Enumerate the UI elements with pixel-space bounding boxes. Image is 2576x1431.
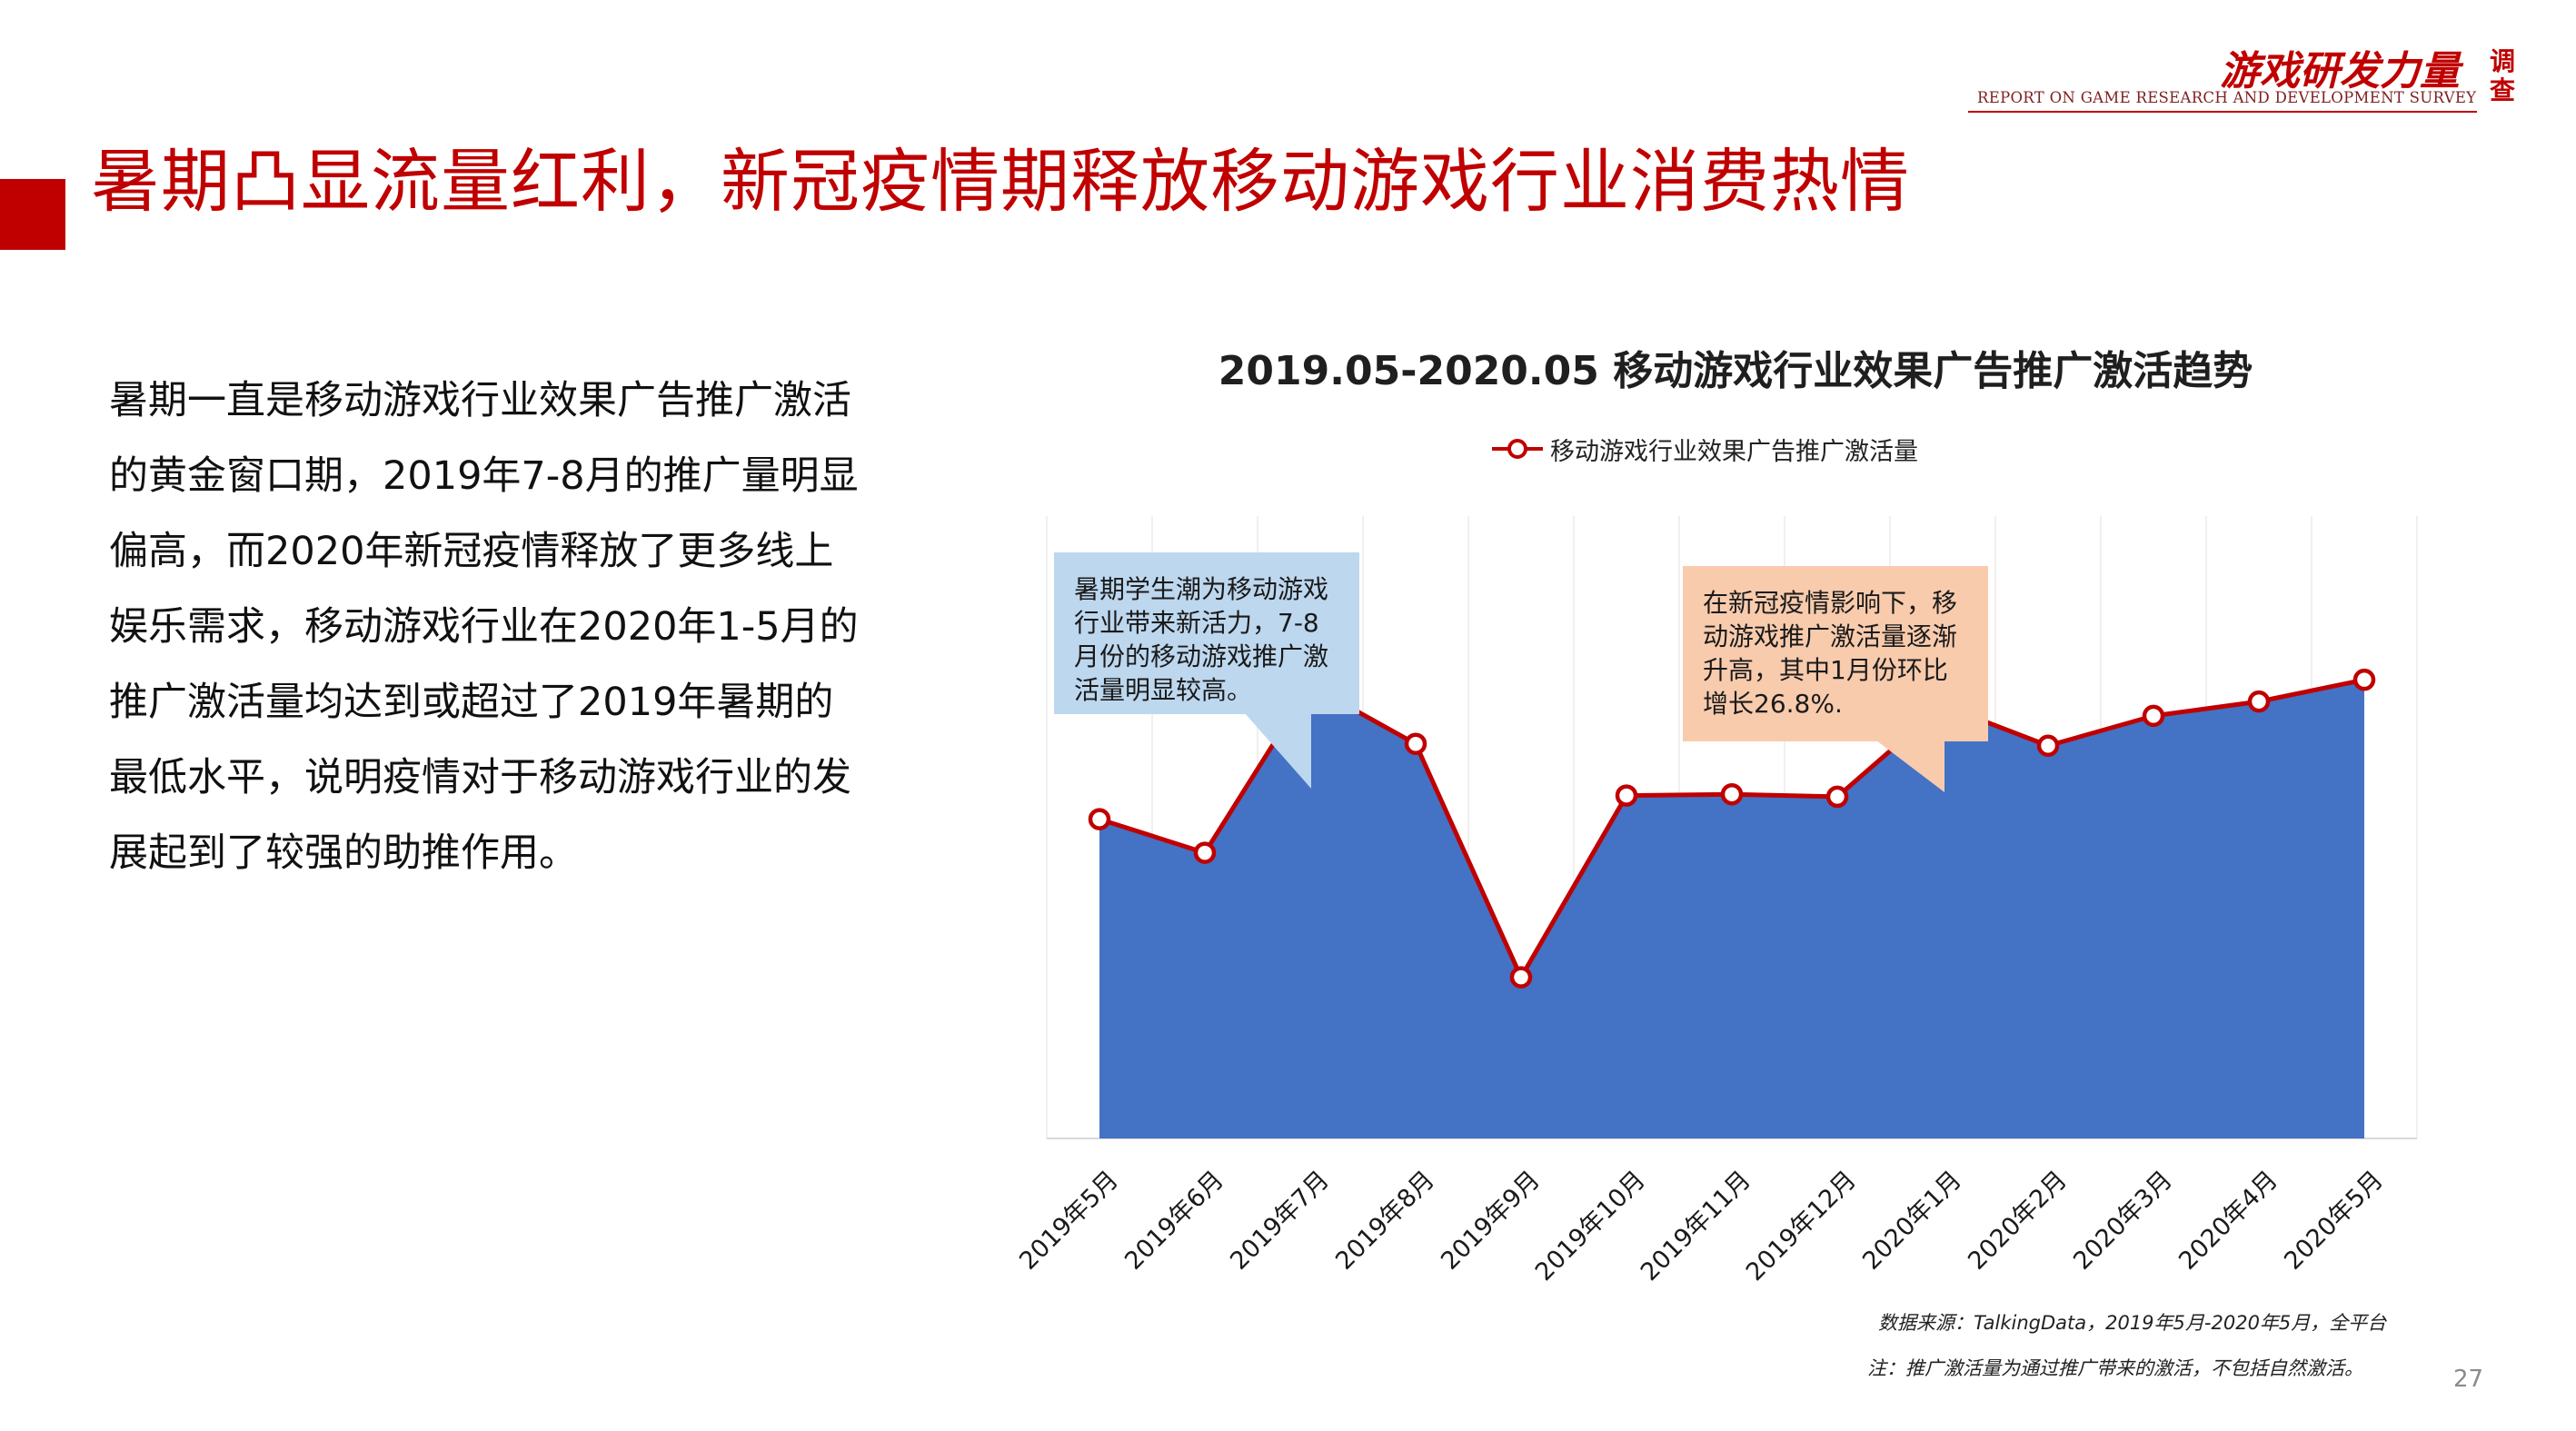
- x-tick-label: 2019年8月: [1330, 1166, 1440, 1276]
- logo-english-title: REPORT ON GAME RESEARCH AND DEVELOPMENT …: [1977, 89, 2477, 106]
- logo-underline: [1968, 111, 2477, 113]
- body-paragraph: 暑期一直是移动游戏行业效果广告推广激活的黄金窗口期，2019年7-8月的推广量明…: [109, 378, 859, 876]
- x-tick-label: 2019年5月: [1014, 1166, 1124, 1276]
- x-tick-label: 2019年7月: [1225, 1166, 1335, 1276]
- page-title: 暑期凸显流量红利，新冠疫情期释放移动游戏行业消费热情: [91, 141, 1910, 222]
- x-tick-label: 2020年2月: [1963, 1166, 2073, 1276]
- legend-marker-icon: [1492, 439, 1543, 459]
- data-point: [2247, 690, 2271, 713]
- data-point: [1615, 784, 1638, 807]
- logo-chinese-side: 调查: [2490, 46, 2516, 105]
- x-tick-label: 2019年9月: [1436, 1166, 1546, 1276]
- series-area-fill: [1099, 680, 2364, 1138]
- x-tick-label: 2020年5月: [2279, 1166, 2389, 1276]
- data-source-note: 数据来源：TalkingData，2019年5月-2020年5月，全平台: [1878, 1312, 2387, 1334]
- callout-covid: 在新冠疫情影响下，移动游戏推广激活量逐渐升高，其中1月份环比增长26.8%.: [1683, 566, 1988, 741]
- data-point: [1088, 808, 1111, 830]
- data-point: [2142, 704, 2165, 728]
- callout-summer: 暑期学生潮为移动游戏行业带来新活力，7-8月份的移动游戏推广激活量明显较高。: [1054, 552, 1359, 714]
- title-accent-block: [0, 179, 65, 250]
- x-tick-label: 2020年4月: [2173, 1166, 2283, 1276]
- legend-label: 移动游戏行业效果广告推广激活量: [1550, 437, 1918, 466]
- x-tick-label: 2019年6月: [1119, 1166, 1229, 1276]
- chart-area-layer: [1099, 680, 2364, 1138]
- x-tick-label: 2019年11月: [1636, 1166, 1756, 1287]
- x-tick-label: 2019年12月: [1741, 1166, 1862, 1287]
- data-point: [2352, 668, 2376, 691]
- report-logo: 游戏研发力量 调查 REPORT ON GAME RESEARCH AND DE…: [1963, 38, 2526, 120]
- x-tick-label: 2020年1月: [1857, 1166, 1967, 1276]
- chart-legend: 移动游戏行业效果广告推广激活量: [1490, 431, 1918, 467]
- definition-note: 注：推广激活量为通过推广带来的激活，不包括自然激活。: [1867, 1357, 2363, 1379]
- callout-covid-pointer: [1876, 740, 1944, 792]
- data-point: [1509, 966, 1533, 989]
- x-tick-label: 2019年10月: [1530, 1166, 1651, 1287]
- data-point: [1193, 841, 1217, 864]
- logo-chinese-title: 游戏研发力量: [2220, 48, 2460, 94]
- data-point: [1404, 732, 1427, 755]
- callout-summer-pointer: [1245, 713, 1311, 789]
- data-point: [2036, 734, 2060, 758]
- chart-x-tick-labels: 2019年5月2019年6月2019年7月2019年8月2019年9月2019年…: [1014, 1166, 2389, 1287]
- x-tick-label: 2020年3月: [2068, 1166, 2178, 1276]
- data-point: [1720, 782, 1744, 806]
- data-point: [1825, 785, 1849, 809]
- chart-title: 2019.05-2020.05 移动游戏行业效果广告推广激活趋势: [1218, 348, 2253, 394]
- page-number: 27: [2453, 1366, 2484, 1393]
